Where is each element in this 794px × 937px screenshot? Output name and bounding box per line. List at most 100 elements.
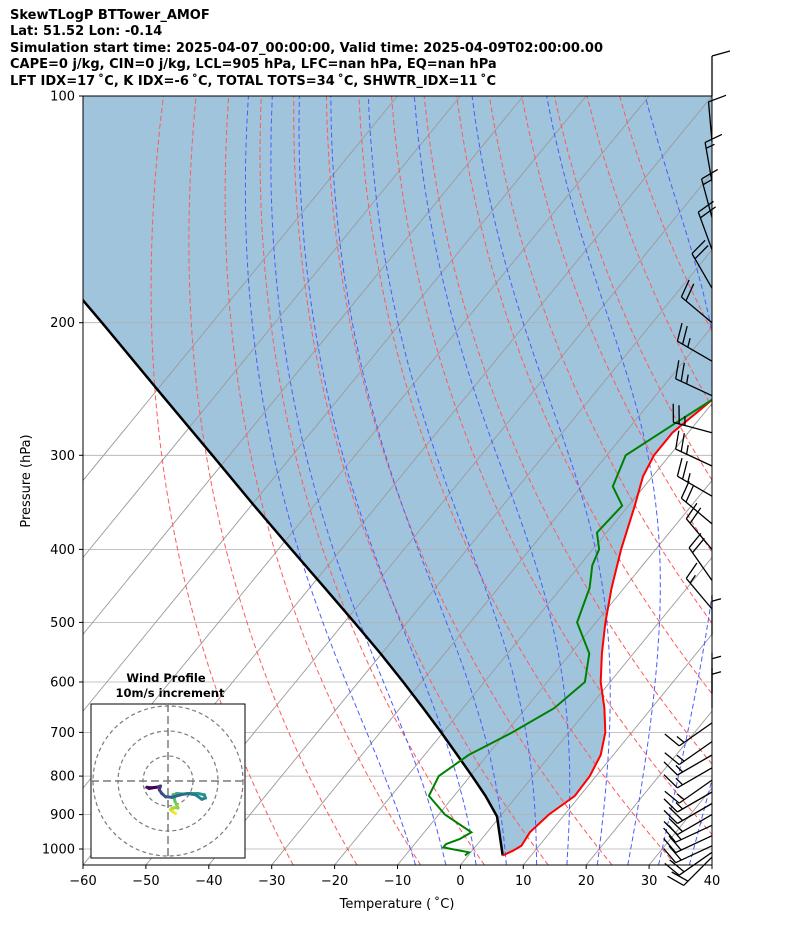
wind-barb-feather xyxy=(711,50,731,57)
wind-barb xyxy=(664,722,713,747)
wind-barb-shaft xyxy=(675,378,713,397)
dewpoint-line xyxy=(427,398,712,857)
y-axis-ticks: 1000 900 800 700 600 500 400 300 200 100 xyxy=(42,90,83,858)
isotherm-line xyxy=(83,96,398,482)
wind-barb-shaft xyxy=(675,845,713,864)
wind-barb-half-feather xyxy=(711,655,722,660)
dry-adiabat-line xyxy=(325,96,613,865)
wind-barb-feather xyxy=(663,821,678,836)
wind-barb-shaft xyxy=(675,824,713,843)
y-tick-label: 600 xyxy=(50,676,75,691)
wind-barb-feather xyxy=(689,507,702,524)
wind-barb xyxy=(697,200,716,250)
x-tick-label: 20 xyxy=(578,874,595,889)
y-tick-label: 400 xyxy=(50,543,75,558)
wind-barb xyxy=(663,802,713,825)
isotherm-line xyxy=(522,633,712,865)
wind-barb-shaft xyxy=(677,754,713,776)
wind-barb xyxy=(664,741,713,766)
wind-barb xyxy=(667,856,713,886)
wind-barb xyxy=(663,835,713,854)
wind-barb-feather xyxy=(691,239,706,255)
wind-barb-shaft xyxy=(677,767,713,789)
x-axis-label: Temperature ( ˚C) xyxy=(339,896,455,912)
x-tick-label: −60 xyxy=(69,874,96,889)
dry-adiabat-line xyxy=(188,96,358,865)
wind-barb-feather xyxy=(668,806,684,821)
wind-barb-shaft xyxy=(678,741,713,766)
wind-barb-feather xyxy=(663,761,678,776)
wind-barb xyxy=(663,845,713,864)
wind-barb-half-feather xyxy=(685,444,689,455)
isotherm-line xyxy=(83,96,461,559)
y-tick-label: 200 xyxy=(50,316,75,331)
wind-barb-shaft xyxy=(678,779,713,804)
wind-barb-feather xyxy=(680,433,685,452)
x-tick-label: 40 xyxy=(704,874,721,889)
wind-barb-feather xyxy=(694,245,709,260)
wind-barb-shaft xyxy=(683,856,713,886)
wind-barb-shaft xyxy=(675,448,713,467)
wind-barb-feather xyxy=(685,283,695,302)
wind-barb-half-feather xyxy=(676,754,685,762)
wind-barb xyxy=(711,668,722,709)
wind-barb xyxy=(663,814,713,836)
wind-barb-feather xyxy=(700,206,716,219)
dry-adiabat-line xyxy=(521,96,712,554)
wind-barb-half-feather xyxy=(702,179,712,186)
isotherm-line xyxy=(271,325,712,865)
x-tick-label: −30 xyxy=(258,874,285,889)
wind-barb-feather xyxy=(708,94,727,103)
chart-header: SkewTLogP BTTower_AMOF Lat: 51.52 Lon: -… xyxy=(10,8,790,90)
wind-barb-shaft xyxy=(677,475,713,497)
moist-adiabat-line xyxy=(720,96,794,865)
wind-barb xyxy=(704,133,723,182)
y-tick-label: 500 xyxy=(50,616,75,631)
wind-barb-feather xyxy=(676,457,683,477)
y-tick-label: 800 xyxy=(50,770,75,785)
wind-barb xyxy=(676,322,713,362)
moist-adiabat-line xyxy=(298,96,477,865)
moist-adiabat-line xyxy=(644,96,712,865)
wind-barb-feather xyxy=(697,200,714,213)
wind-barb-shaft xyxy=(685,577,713,610)
x-tick-label: −40 xyxy=(195,874,222,889)
dry-adiabat-line xyxy=(259,96,485,865)
dry-adiabat-line xyxy=(488,96,712,625)
dry-adiabat-line xyxy=(150,96,294,865)
y-tick-label: 700 xyxy=(50,726,75,741)
wind-barb-shaft xyxy=(707,101,713,142)
moist-adiabat-line xyxy=(367,96,538,865)
wind-barb xyxy=(663,754,713,776)
isotherm-line xyxy=(83,96,524,636)
chart-title: SkewTLogP BTTower_AMOF xyxy=(10,8,210,23)
wind-barb-half-feather xyxy=(675,802,684,810)
stability-indices-line-2: LFT IDX=17 ˚C, K IDX=-6 ˚C, TOTAL TOTS=3… xyxy=(10,73,497,89)
hodograph-title: Wind Profile xyxy=(126,671,206,685)
wind-barb-shaft xyxy=(697,211,713,250)
x-tick-label: 30 xyxy=(641,874,658,889)
wind-barb-feather xyxy=(664,752,680,766)
wind-barb-shaft xyxy=(704,142,713,182)
wind-barb xyxy=(675,360,713,397)
wind-barb-feather xyxy=(669,859,685,873)
y-tick-label: 1000 xyxy=(42,843,75,858)
x-tick-label: −50 xyxy=(132,874,159,889)
wind-barb xyxy=(685,562,713,610)
wind-barb-half-feather xyxy=(676,793,685,801)
y-tick-label: 900 xyxy=(50,808,75,823)
wind-barb-shaft xyxy=(688,547,713,581)
x-tick-label: 0 xyxy=(456,874,464,889)
x-tick-label: 10 xyxy=(515,874,532,889)
moist-adiabat-line xyxy=(270,96,447,865)
wind-barb-feather xyxy=(685,502,698,520)
y-tick-label: 100 xyxy=(50,90,75,105)
hodograph-trace xyxy=(145,784,207,815)
wind-barb-half-feather xyxy=(675,764,684,773)
moist-adiabat-line xyxy=(471,96,611,865)
wind-barb-shaft xyxy=(678,851,713,876)
hodograph-segment xyxy=(147,785,157,790)
time-line: Simulation start time: 2025-04-07_00:00:… xyxy=(10,40,603,56)
wind-barb-feather xyxy=(680,480,690,499)
